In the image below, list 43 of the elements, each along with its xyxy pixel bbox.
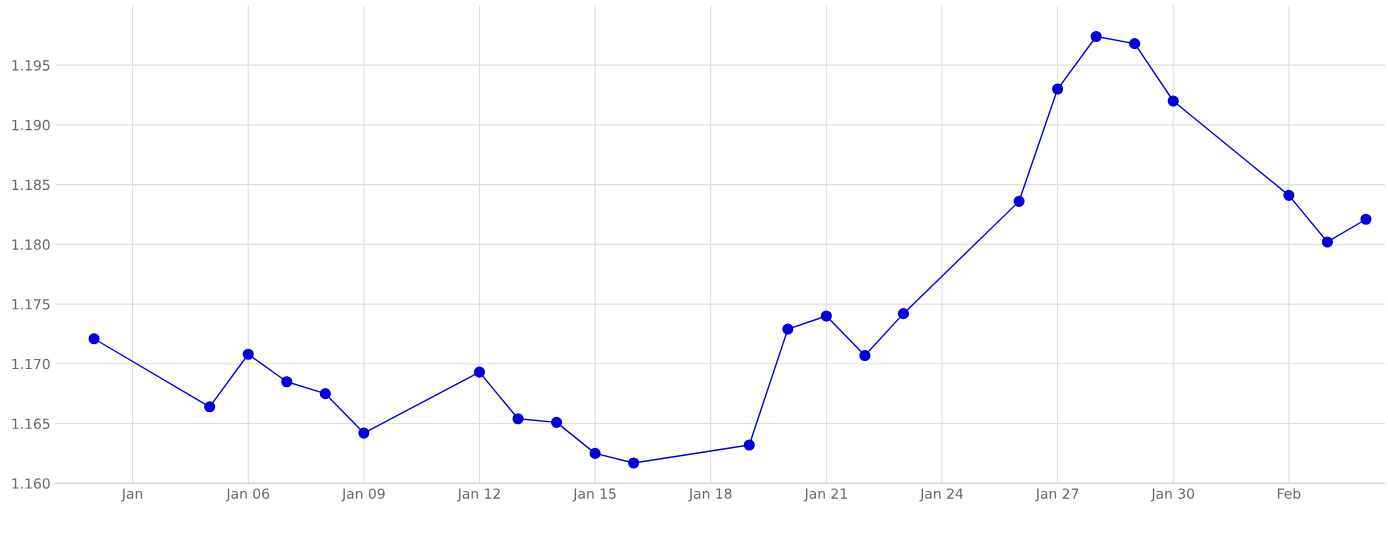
point (204, 401, 216, 413)
point (820, 310, 832, 322)
point (1090, 30, 1102, 43)
point (859, 349, 871, 362)
x-tick-label: Jan 18 (688, 488, 732, 502)
point (1013, 195, 1025, 207)
y-tick-label: 1.185 (12, 179, 50, 191)
point (88, 333, 100, 345)
point (743, 439, 755, 451)
y-tick-label: 1.175 (12, 299, 50, 310)
y-tick-label: 1.180 (12, 239, 50, 250)
point (1360, 213, 1372, 225)
point (628, 457, 640, 469)
point (897, 308, 910, 320)
point (281, 376, 293, 388)
point (782, 323, 794, 335)
x-tick-label: Jan 24 (919, 488, 963, 502)
x-tick-label: Feb (1277, 488, 1301, 499)
point (551, 416, 563, 428)
point (1321, 236, 1333, 248)
point (589, 447, 601, 459)
y-tick-label: 1.165 (12, 418, 50, 430)
x-tick-label: Jan 21 (803, 488, 847, 502)
x-tick-label: Jan 06 (225, 488, 270, 502)
x-tick-label: Jan 12 (457, 488, 500, 502)
point (1052, 83, 1064, 95)
x-tick-label: Jan 27 (1035, 488, 1079, 502)
y-tick-label: 1.190 (12, 119, 50, 131)
point (1167, 95, 1179, 107)
point (319, 388, 331, 400)
x-tick-label: Jan (121, 488, 143, 502)
point (242, 348, 254, 360)
point (1129, 38, 1141, 50)
point (358, 427, 370, 439)
x-tick-label: Jan 09 (341, 488, 385, 502)
y-tick-label: 1.160 (12, 478, 50, 489)
y-tick-label: 1.195 (12, 60, 50, 71)
x-tick-label: Jan 15 (572, 488, 616, 502)
point (1283, 189, 1295, 201)
point (473, 366, 486, 378)
y-tick-label: 1.170 (12, 358, 50, 370)
x-tick-label: Jan 30 (1150, 488, 1195, 502)
point (512, 413, 524, 425)
